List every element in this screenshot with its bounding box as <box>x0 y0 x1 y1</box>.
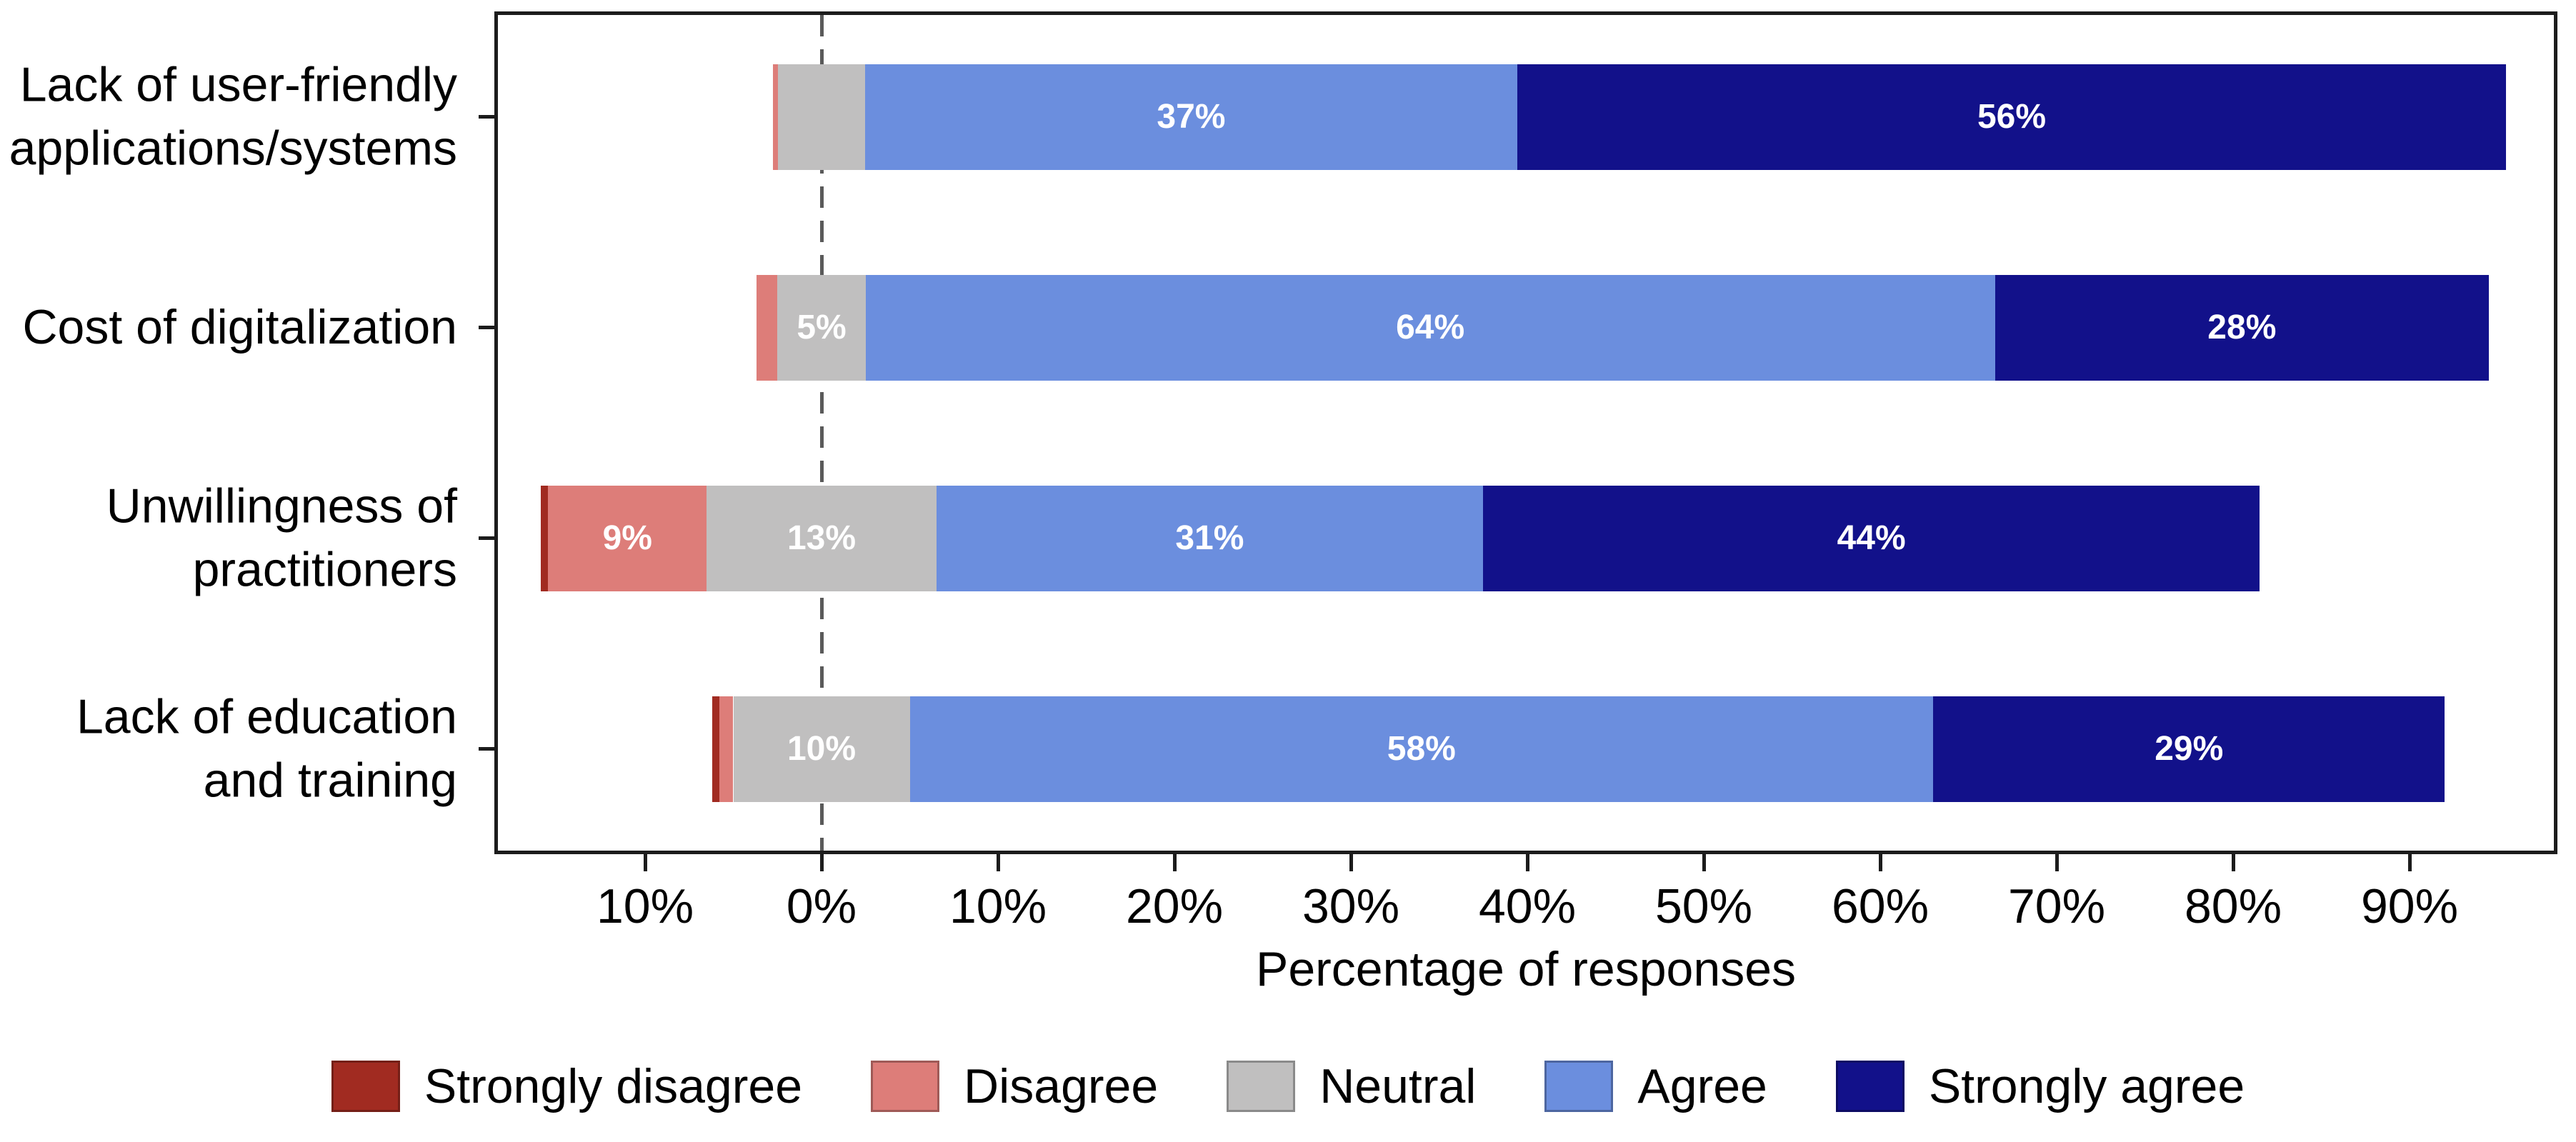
legend-label: Neutral <box>1319 1059 1477 1113</box>
x-axis-tick-label: 60% <box>1831 879 1929 933</box>
x-axis-tick-label: 90% <box>2360 879 2459 933</box>
bar-segment: 13% <box>707 485 937 591</box>
bar-segment: 37% <box>864 64 1518 170</box>
segment-value-label: 58% <box>1387 730 1456 768</box>
segment-value-label: 28% <box>2207 309 2277 346</box>
legend-entry: Agree <box>1544 1058 1767 1114</box>
x-axis-tick-mark <box>1525 854 1529 871</box>
segment-value-label: 10% <box>787 730 857 768</box>
y-axis-tick-mark <box>479 747 494 751</box>
bar-segment: 10% <box>733 696 910 802</box>
bar-segment <box>773 64 779 170</box>
x-axis-tick-label: 20% <box>1125 879 1224 933</box>
legend-label: Strongly agree <box>1928 1059 2245 1113</box>
x-axis-tick-mark <box>643 854 647 871</box>
bar-segment: 28% <box>1995 274 2490 381</box>
segment-value-label: 29% <box>2155 730 2224 768</box>
legend-entry: Disagree <box>871 1058 1158 1114</box>
bar-segment <box>712 696 719 802</box>
bar-segment: 5% <box>777 274 866 381</box>
x-axis-tick-mark <box>1702 854 1706 871</box>
bar-segment: 29% <box>1933 696 2445 802</box>
x-axis-tick-label: 40% <box>1478 879 1577 933</box>
legend-swatch <box>1544 1061 1614 1112</box>
y-axis-tick-mark <box>479 536 494 540</box>
segment-value-label: 5% <box>797 309 847 346</box>
plot-area: 37% 56% 5% 64% 28% 9% 13% 31% 44% 10% 58% 29% <box>494 11 2557 854</box>
legend-entry: Strongly disagree <box>331 1058 802 1114</box>
bar-row: 10% 58% 29% <box>498 696 2554 802</box>
bar-segment <box>756 274 778 381</box>
x-axis-tick-mark <box>2231 854 2235 871</box>
legend-label: Strongly disagree <box>424 1059 803 1113</box>
x-axis-tick-label: 10% <box>596 879 694 933</box>
bar-row: 9% 13% 31% 44% <box>498 485 2554 591</box>
y-axis-tick-mark <box>479 115 494 119</box>
legend-swatch <box>331 1061 400 1112</box>
zero-dashed-line <box>819 15 824 851</box>
bar-row: 5% 64% 28% <box>498 274 2554 381</box>
x-axis-tick-mark <box>1172 854 1177 871</box>
segment-value-label: 56% <box>1977 98 2047 136</box>
x-axis-tick-label: 30% <box>1302 879 1400 933</box>
x-axis-tick-label: 0% <box>786 879 857 933</box>
x-axis-tick-mark <box>1878 854 1882 871</box>
segment-value-label: 9% <box>602 519 652 557</box>
x-axis-tick-label: 50% <box>1654 879 1753 933</box>
segment-value-label: 64% <box>1396 309 1465 346</box>
x-axis-tick-mark <box>819 854 824 871</box>
legend-swatch <box>1835 1061 1904 1112</box>
bar-segment <box>719 696 734 802</box>
bar-row: 37% 56% <box>498 64 2554 170</box>
category-label: Unwillingness of practitioners <box>106 478 457 597</box>
x-axis-tick-mark <box>2055 854 2059 871</box>
x-axis-tick-mark <box>2407 854 2412 871</box>
segment-value-label: 37% <box>1157 98 1226 136</box>
x-axis-tick-mark <box>1349 854 1353 871</box>
x-axis-tick-label: 70% <box>2007 879 2106 933</box>
segment-value-label: 31% <box>1175 519 1244 557</box>
x-axis-tick-label: 10% <box>949 879 1047 933</box>
bar-segment: 58% <box>909 696 1934 802</box>
bar-segment: 31% <box>936 485 1484 591</box>
bar-segment: 9% <box>548 485 707 591</box>
bar-segment: 44% <box>1483 485 2260 591</box>
category-label: Lack of education and training <box>76 688 457 808</box>
bar-segment: 64% <box>865 274 1995 381</box>
category-label: Lack of user-friendly applications/system… <box>9 56 457 176</box>
legend-swatch <box>1227 1061 1296 1112</box>
x-axis-title: Percentage of responses <box>1255 942 1797 996</box>
legend-label: Agree <box>1637 1059 1767 1113</box>
segment-value-label: 44% <box>1837 519 1906 557</box>
category-label: Cost of digitalization <box>22 299 457 354</box>
bar-segment <box>541 485 549 591</box>
segment-value-label: 13% <box>787 519 857 557</box>
x-axis-tick-mark <box>996 854 1000 871</box>
legend-swatch <box>871 1061 940 1112</box>
bar-segment <box>778 64 865 170</box>
bar-segment: 56% <box>1517 64 2506 170</box>
legend-entry: Strongly agree <box>1835 1058 2245 1114</box>
y-axis-tick-mark <box>479 326 494 329</box>
x-axis-tick-label: 80% <box>2184 879 2282 933</box>
legend-label: Disagree <box>964 1059 1159 1113</box>
legend-entry: Neutral <box>1227 1058 1476 1114</box>
chart-legend: Strongly disagree Disagree Neutral Agree Str… <box>0 1058 2576 1114</box>
